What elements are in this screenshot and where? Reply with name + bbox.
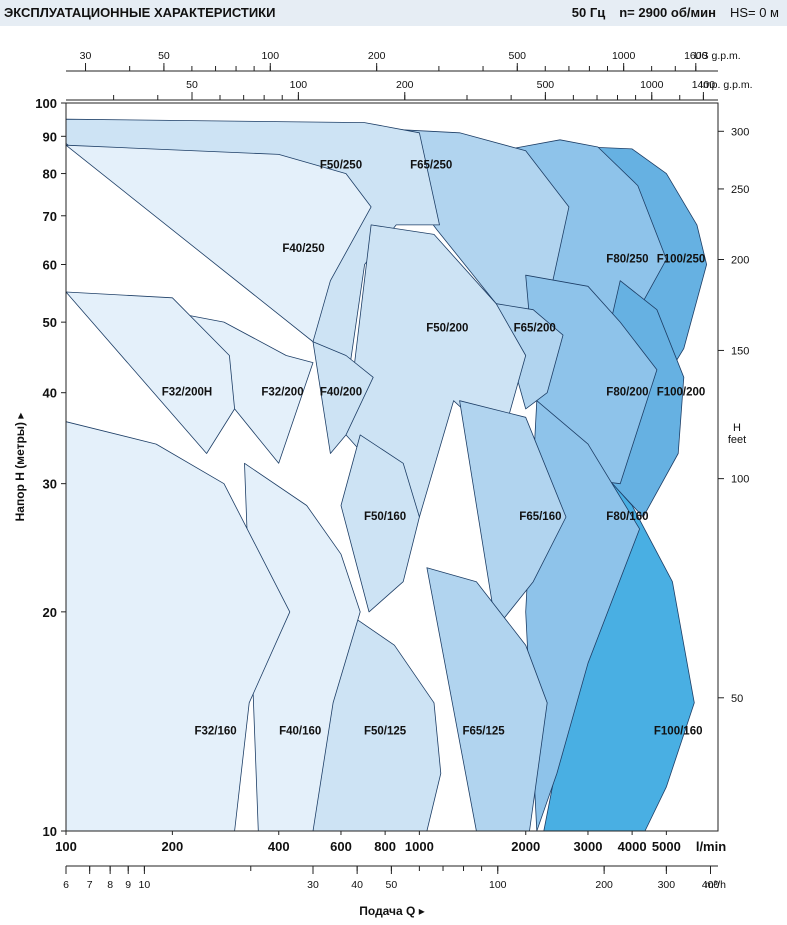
region-label-f80-200: F80/200 <box>606 387 648 399</box>
m3h-tick-label: 10 <box>139 879 151 891</box>
header-bar: ЭКСПЛУАТАЦИОННЫЕ ХАРАКТЕРИСТИКИ 50 Гц n= … <box>0 0 787 26</box>
feet-tick-label: 50 <box>731 693 743 705</box>
region-label-f50-250: F50/250 <box>320 160 362 172</box>
y-axis-title: Напор H (метры) ▸ <box>13 413 27 522</box>
usgpm-tick-label: 30 <box>80 50 92 62</box>
feet-tick-label: 100 <box>731 474 749 486</box>
region-f65-200 <box>495 303 564 410</box>
feet-tick-label: 150 <box>731 345 749 357</box>
m3h-tick-label: 400 <box>702 879 720 891</box>
m3h-tick-label: 9 <box>125 879 131 891</box>
x-tick-label: 600 <box>330 839 352 854</box>
m3h-tick-label: 6 <box>63 879 69 891</box>
y-tick-label: 90 <box>43 129 57 144</box>
x-tick-label: 200 <box>162 839 184 854</box>
feet-tick-label: 250 <box>731 184 749 196</box>
usgpm-tick-label: 500 <box>509 50 527 62</box>
x-tick-label: 100 <box>55 839 77 854</box>
region-label-f80-250: F80/250 <box>606 253 648 265</box>
region-label-f32-160: F32/160 <box>194 726 236 738</box>
m3h-unit-label: m³/h <box>705 879 726 891</box>
usgpm-tick-label: 100 <box>262 50 280 62</box>
y-tick-label: 20 <box>43 605 57 620</box>
m3h-tick-label: 40 <box>351 879 363 891</box>
feet-axis-title-h: H <box>733 422 741 434</box>
speed-label: n= 2900 об/мин <box>619 5 716 20</box>
y-tick-label: 10 <box>43 824 57 839</box>
region-label-f100-200: F100/200 <box>657 387 706 399</box>
page-title: ЭКСПЛУАТАЦИОННЫЕ ХАРАКТЕРИСТИКИ <box>4 5 276 20</box>
region-label-f65-200: F65/200 <box>514 323 556 335</box>
m3h-tick-label: 7 <box>87 879 93 891</box>
region-label-f40-160: F40/160 <box>279 726 321 738</box>
impgpm-tick-label: 500 <box>537 79 555 91</box>
m3h-tick-label: 8 <box>107 879 113 891</box>
impgpm-tick-label: 50 <box>186 79 198 91</box>
x-unit-label: l/min <box>696 839 726 854</box>
x-tick-label: 800 <box>374 839 396 854</box>
y-tick-label: 70 <box>43 209 57 224</box>
region-label-f65-160: F65/160 <box>519 511 561 523</box>
region-label-f50-160: F50/160 <box>364 511 406 523</box>
m3h-tick-label: 200 <box>595 879 613 891</box>
plot-frame <box>65 102 719 832</box>
x-tick-label: 2000 <box>511 839 540 854</box>
hs-label: HS= 0 м <box>729 5 779 20</box>
impgpm-tick-label: 200 <box>396 79 414 91</box>
y-tick-label: 30 <box>43 477 57 492</box>
usgpm-tick-label: 200 <box>368 50 386 62</box>
y-tick-label: 50 <box>43 315 57 330</box>
region-label-f32-200: F32/200 <box>261 387 303 399</box>
feet-tick-label: 300 <box>731 126 749 138</box>
y-tick-label: 80 <box>43 167 57 182</box>
x-tick-label: 5000 <box>652 839 681 854</box>
frequency-label: 50 Гц <box>571 5 606 20</box>
impgpm-tick-label: 1000 <box>640 79 664 91</box>
x-axis-title: Подача Q ▸ <box>359 904 424 918</box>
feet-tick-label: 200 <box>731 254 749 266</box>
region-label-f50-125: F50/125 <box>364 726 407 738</box>
usgpm-tick-label: 1600 <box>684 50 708 62</box>
region-label-f80-160: F80/160 <box>606 511 648 523</box>
region-f40-200 <box>312 341 374 454</box>
y-tick-label: 60 <box>43 258 57 273</box>
region-label-f100-160: F100/160 <box>654 726 703 738</box>
usgpm-tick-label: 50 <box>158 50 170 62</box>
region-label-f65-250: F65/250 <box>410 160 452 172</box>
m3h-tick-label: 100 <box>489 879 507 891</box>
operating-parameters: 50 Гц n= 2900 об/мин HS= 0 м <box>572 5 779 20</box>
m3h-tick-label: 30 <box>307 879 319 891</box>
feet-axis-title-feet: feet <box>728 434 746 446</box>
region-label-f40-250: F40/250 <box>282 243 324 255</box>
impgpm-tick-label: 100 <box>290 79 308 91</box>
region-label-f32-200h: F32/200H <box>162 387 213 399</box>
x-tick-label: 1000 <box>405 839 434 854</box>
y-tick-label: 40 <box>43 386 57 401</box>
x-tick-label: 4000 <box>618 839 647 854</box>
region-f50-160 <box>340 434 420 613</box>
region-label-f65-125: F65/125 <box>462 726 505 738</box>
m3h-tick-label: 300 <box>658 879 676 891</box>
region-label-f100-250: F100/250 <box>657 253 706 265</box>
usgpm-unit-label: US g.p.m. <box>694 50 741 62</box>
region-f65-160 <box>459 400 567 629</box>
x-tick-label: 400 <box>268 839 290 854</box>
usgpm-tick-label: 1000 <box>612 50 636 62</box>
impgpm-unit-label: Imp. g.p.m. <box>700 79 753 91</box>
region-f32-200h <box>65 291 235 454</box>
y-tick-label: 100 <box>35 96 57 111</box>
region-label-f50-200: F50/200 <box>426 323 468 335</box>
m3h-tick-label: 50 <box>386 879 398 891</box>
x-tick-label: 3000 <box>574 839 603 854</box>
region-label-f40-200: F40/200 <box>320 387 362 399</box>
impgpm-tick-label: 1400 <box>692 79 716 91</box>
